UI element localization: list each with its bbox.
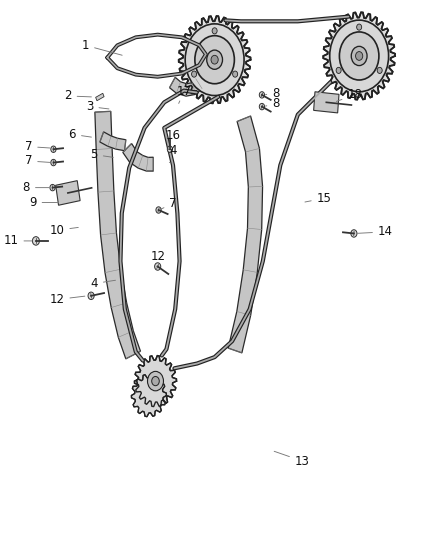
Text: 11: 11: [4, 235, 32, 247]
Text: 18: 18: [336, 88, 362, 101]
Circle shape: [191, 71, 197, 77]
Text: 7: 7: [25, 140, 50, 153]
Circle shape: [330, 20, 389, 92]
Circle shape: [339, 32, 379, 80]
Polygon shape: [170, 77, 202, 96]
Polygon shape: [323, 12, 395, 100]
Polygon shape: [179, 16, 251, 103]
Circle shape: [207, 50, 223, 69]
Circle shape: [233, 71, 238, 77]
Circle shape: [155, 263, 161, 270]
Text: 16: 16: [166, 130, 180, 149]
Text: 2: 2: [64, 90, 92, 102]
Circle shape: [336, 67, 341, 74]
Text: 17: 17: [177, 85, 191, 103]
Circle shape: [195, 36, 234, 84]
Polygon shape: [95, 93, 104, 101]
Circle shape: [156, 207, 161, 213]
Circle shape: [351, 46, 367, 66]
Circle shape: [259, 92, 265, 98]
Polygon shape: [134, 356, 177, 407]
Polygon shape: [95, 111, 141, 359]
Text: 1: 1: [81, 39, 122, 55]
Polygon shape: [131, 374, 166, 417]
Text: 4: 4: [169, 144, 177, 163]
Text: 10: 10: [49, 224, 78, 237]
Circle shape: [351, 230, 357, 237]
Circle shape: [357, 24, 362, 30]
Circle shape: [185, 24, 244, 95]
Text: 7: 7: [25, 155, 50, 167]
Circle shape: [148, 372, 163, 391]
Circle shape: [50, 184, 55, 191]
Text: 9: 9: [29, 196, 59, 209]
Text: 8: 8: [23, 181, 49, 194]
Text: 6: 6: [68, 128, 92, 141]
Text: 12: 12: [49, 293, 85, 306]
Circle shape: [259, 103, 265, 110]
Circle shape: [88, 292, 94, 300]
Polygon shape: [314, 92, 339, 113]
Polygon shape: [123, 143, 153, 171]
Text: 8: 8: [265, 98, 279, 110]
Text: 13: 13: [274, 451, 310, 467]
Circle shape: [167, 146, 173, 152]
Circle shape: [51, 159, 56, 166]
Text: 3: 3: [86, 100, 109, 113]
Circle shape: [32, 237, 39, 245]
Text: 7: 7: [160, 197, 177, 210]
Circle shape: [211, 55, 218, 64]
Circle shape: [356, 52, 363, 60]
Circle shape: [152, 376, 159, 386]
Circle shape: [377, 67, 382, 74]
Text: 5: 5: [91, 148, 113, 161]
Polygon shape: [100, 132, 126, 151]
Text: 15: 15: [305, 192, 332, 205]
Circle shape: [51, 146, 56, 152]
Text: 4: 4: [90, 277, 116, 290]
Polygon shape: [228, 116, 262, 353]
Circle shape: [212, 28, 217, 34]
Text: 8: 8: [265, 87, 279, 100]
Text: 14: 14: [357, 225, 393, 238]
Text: 12: 12: [150, 251, 165, 266]
Polygon shape: [56, 181, 80, 205]
